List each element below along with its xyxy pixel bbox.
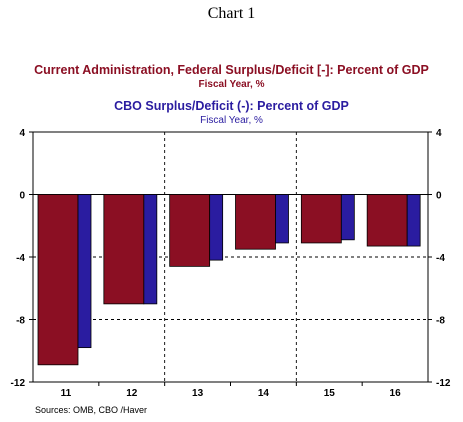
- bar-admin-11: [37, 194, 79, 366]
- ytick-label-left: -4: [16, 253, 25, 264]
- bar-cbo-14: [275, 194, 289, 244]
- bar-admin-14: [235, 194, 276, 250]
- xtick-label-13: 13: [192, 388, 204, 399]
- xtick-label-16: 16: [390, 388, 402, 399]
- xtick-label-11: 11: [61, 388, 72, 399]
- bar-cbo-15: [340, 194, 355, 241]
- chart-title: Chart 1: [207, 5, 256, 22]
- ytick-label-left: -8: [16, 316, 25, 327]
- bar-cbo-11: [77, 194, 92, 349]
- bar-cbo-12: [143, 194, 158, 305]
- legend-series-2-name: CBO Surplus/Deficit (-): Percent of GDP: [114, 99, 349, 113]
- ytick-label-right: -4: [436, 253, 445, 264]
- ytick-label-right: -12: [436, 378, 451, 389]
- ytick-label-right: 0: [436, 191, 442, 202]
- xtick-label-15: 15: [324, 388, 336, 399]
- xtick-label-12: 12: [126, 388, 138, 399]
- legend-series-1-subtitle: Fiscal Year, %: [198, 79, 265, 90]
- bar-cbo-13: [209, 194, 224, 261]
- plot-frame: [32, 131, 429, 383]
- ytick-label-left: 0: [19, 191, 25, 202]
- ytick-label-right: 4: [436, 128, 442, 139]
- bar-cbo-16: [406, 194, 421, 247]
- xtick-label-14: 14: [258, 388, 270, 399]
- bar-admin-12: [103, 194, 145, 305]
- ytick-label-right: -8: [436, 316, 445, 327]
- legend-series-1-name: Current Administration, Federal Surplus/…: [34, 63, 429, 77]
- bar-admin-15: [300, 194, 342, 244]
- bar-admin-13: [169, 194, 211, 267]
- ytick-label-left: 4: [19, 128, 25, 139]
- legend-series-2-subtitle: Fiscal Year, %: [200, 115, 263, 126]
- source-note: Sources: OMB, CBO /Haver: [35, 405, 148, 415]
- ytick-label-left: -12: [11, 378, 26, 389]
- bar-admin-16: [366, 194, 408, 247]
